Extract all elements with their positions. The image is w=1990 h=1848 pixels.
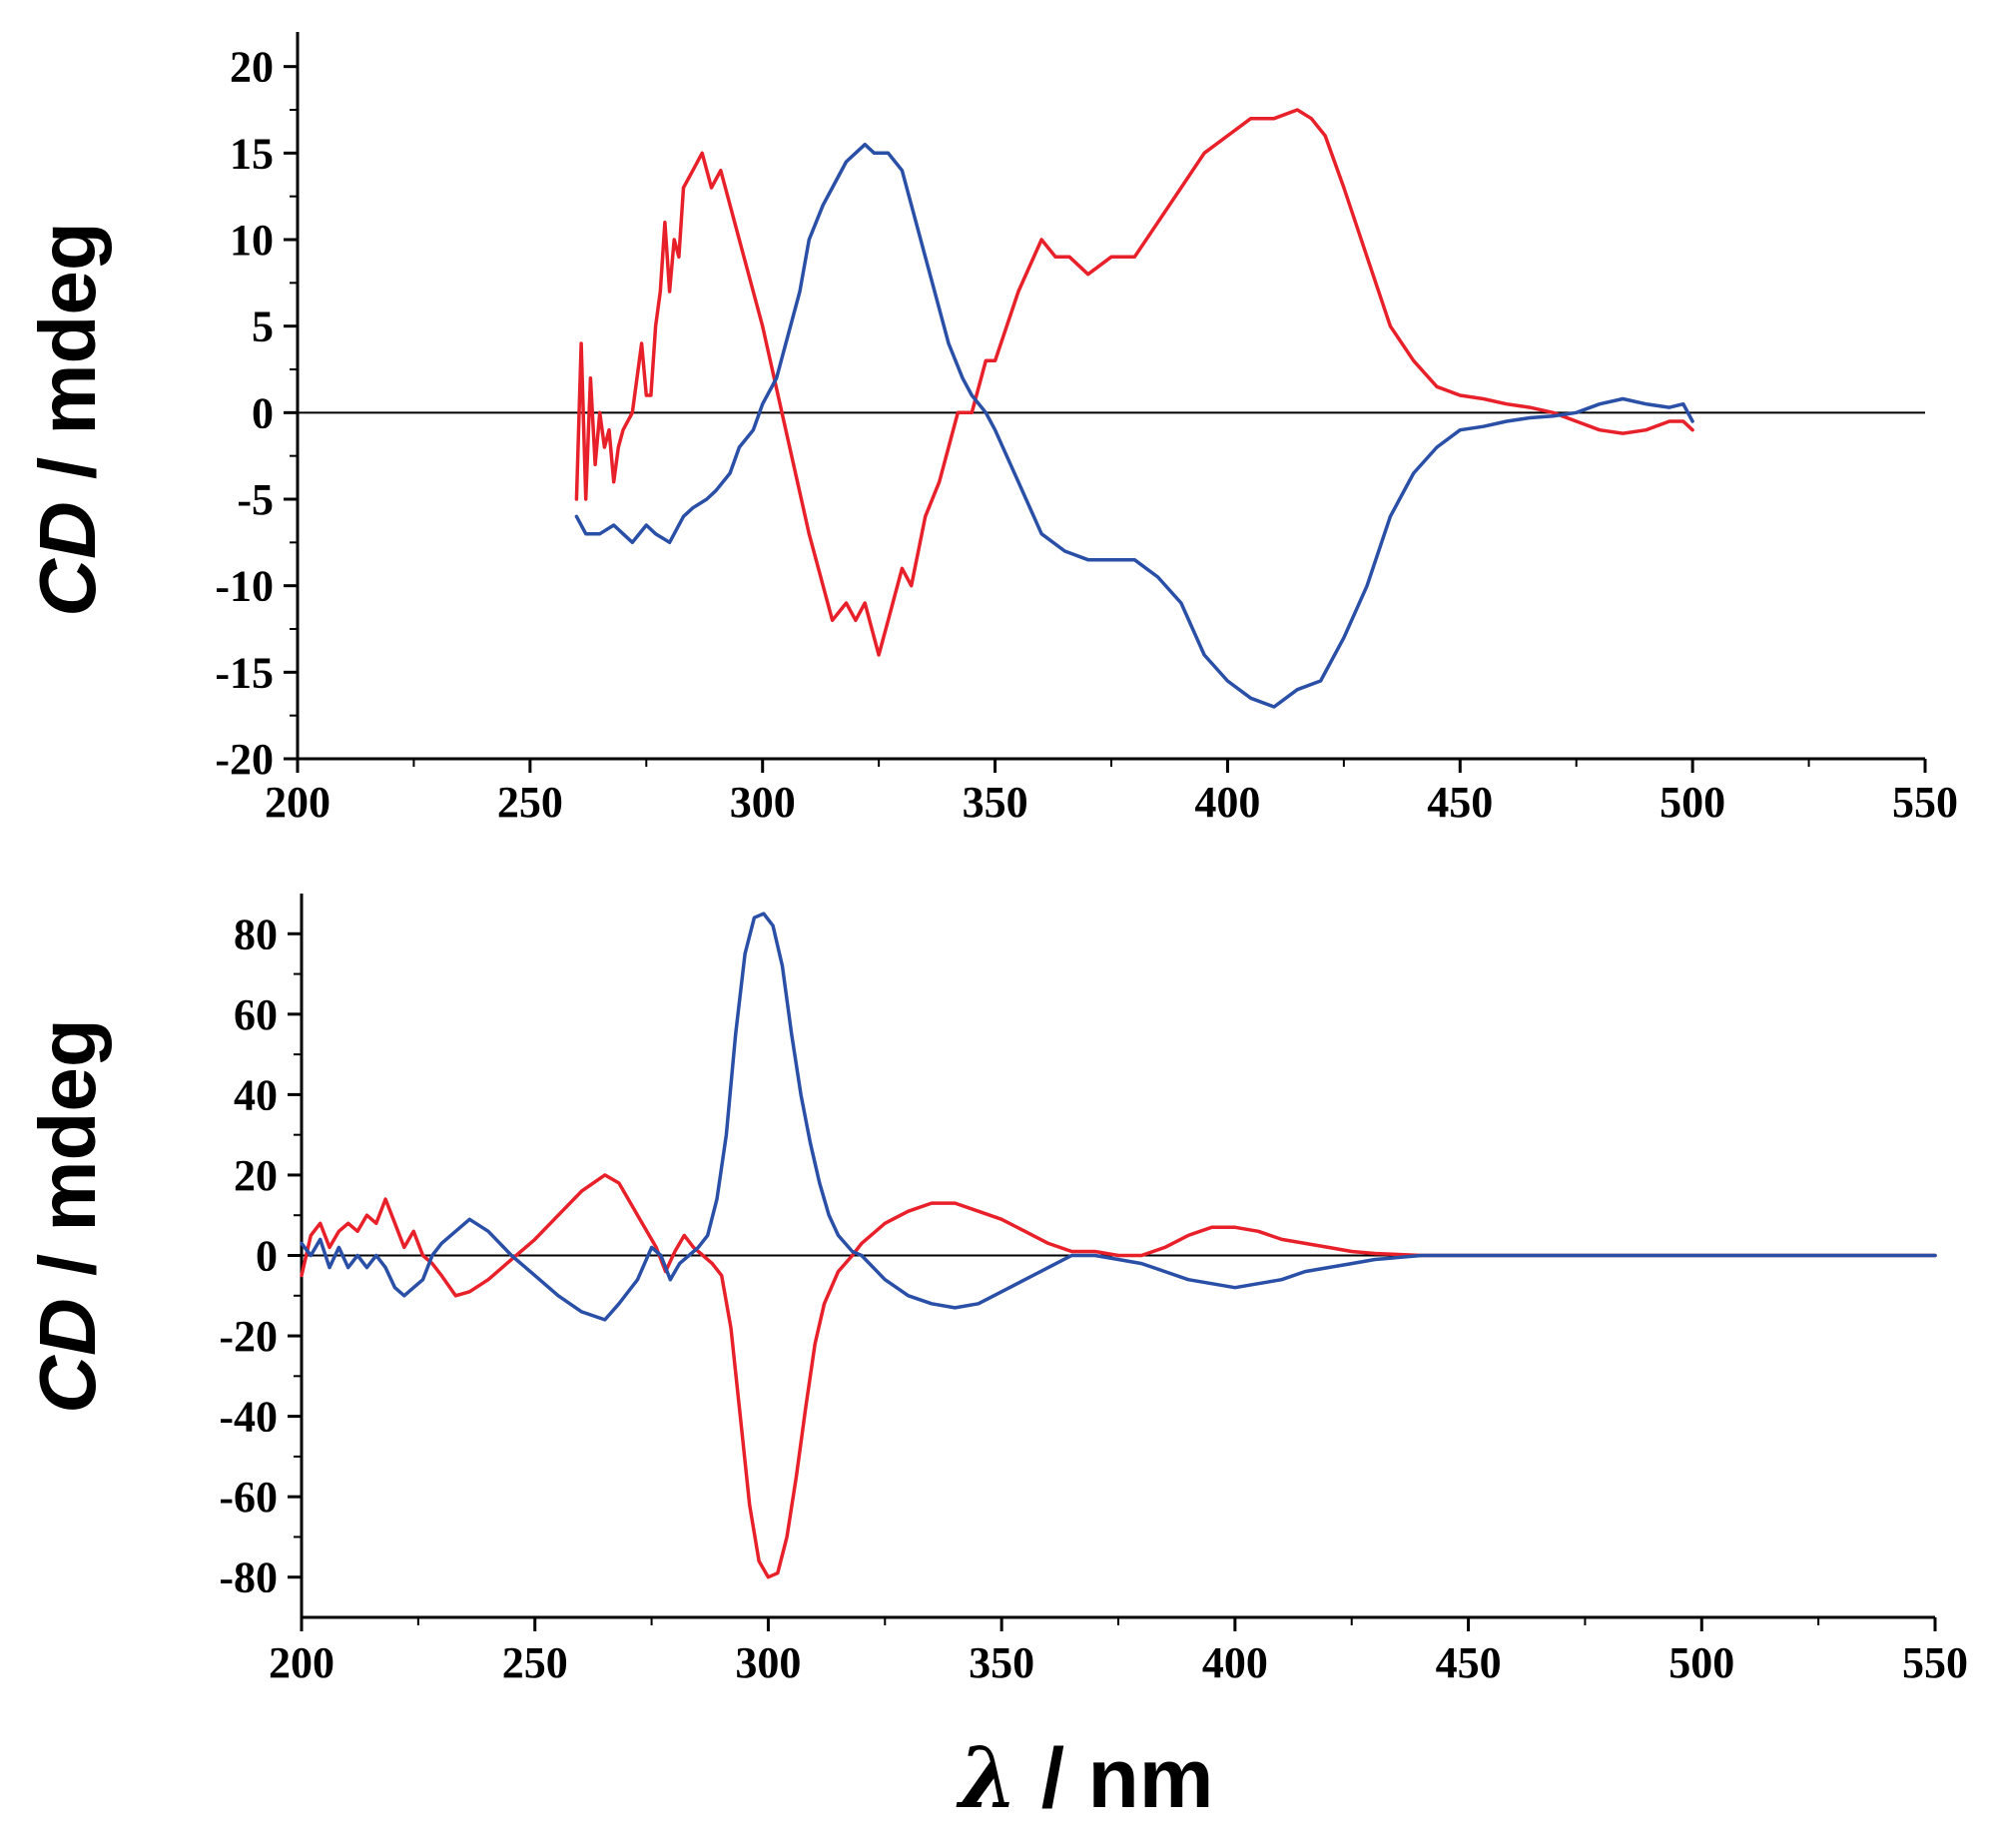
bottom-y-tick-label: -80 bbox=[219, 1553, 278, 1602]
top-x-tick-label: 550 bbox=[1892, 778, 1958, 827]
bottom-y-tick-label: 20 bbox=[234, 1151, 278, 1200]
bottom-series-red bbox=[300, 1173, 1937, 1579]
bottom-y-tick-label: -60 bbox=[219, 1473, 278, 1522]
top-y-tick-label: -15 bbox=[215, 648, 274, 697]
x-axis-label: λ / nm bbox=[957, 1728, 1214, 1827]
top-y-tick-label: 0 bbox=[252, 388, 274, 437]
top-x-tick-label: 300 bbox=[730, 778, 796, 827]
top-y-axis-label-unit: / mdeg bbox=[23, 222, 112, 501]
bottom-y-axis-label-unit: / mdeg bbox=[23, 1018, 112, 1298]
bottom-y-axis-label: CD / mdeg bbox=[23, 1018, 112, 1414]
bottom-y-tick-label: -40 bbox=[219, 1393, 278, 1442]
bottom-x-tick-label: 450 bbox=[1436, 1638, 1502, 1687]
bottom-y-tick-label: 60 bbox=[234, 990, 278, 1039]
top-series-blue bbox=[574, 142, 1694, 709]
top-y-axis-label-symbol: CD bbox=[23, 501, 112, 617]
bottom-y-tick-label: 0 bbox=[256, 1232, 278, 1281]
top-x-tick-label: 200 bbox=[265, 778, 331, 827]
bottom-x-tick-label: 200 bbox=[269, 1638, 334, 1687]
bottom-series-blue bbox=[300, 912, 1937, 1322]
bottom-x-tick-label: 500 bbox=[1668, 1638, 1734, 1687]
bottom-cd-panel: -80 -60 -40 -20 0 20 40 60 80 200 250 300 350 400 450 5… bbox=[219, 894, 1968, 1687]
bottom-y-tick-label: 80 bbox=[234, 910, 278, 958]
bottom-x-tick-label: 300 bbox=[735, 1638, 801, 1687]
top-x-tick-label: 350 bbox=[963, 778, 1028, 827]
top-y-tick-label: 5 bbox=[252, 303, 274, 351]
bottom-y-tick-label: 40 bbox=[234, 1070, 278, 1119]
top-x-tick-label: 400 bbox=[1194, 778, 1260, 827]
bottom-x-tick-label: 400 bbox=[1202, 1638, 1268, 1687]
top-y-axis-label: CD / mdeg bbox=[23, 222, 112, 617]
top-series-red bbox=[574, 108, 1694, 657]
bottom-y-axis-label-symbol: CD bbox=[23, 1298, 112, 1414]
bottom-x-tick-label: 350 bbox=[969, 1638, 1034, 1687]
top-y-tick-label: 20 bbox=[230, 43, 274, 92]
top-x-tick-label: 250 bbox=[497, 778, 563, 827]
bottom-y-tick-label: -20 bbox=[219, 1312, 278, 1361]
top-x-tick-label: 450 bbox=[1427, 778, 1493, 827]
x-axis-label-symbol: λ bbox=[957, 1728, 1018, 1827]
bottom-x-tick-label: 250 bbox=[502, 1638, 568, 1687]
top-y-tick-label: -5 bbox=[237, 475, 274, 524]
bottom-x-tick-label: 550 bbox=[1902, 1638, 1968, 1687]
top-y-tick-label: 10 bbox=[230, 216, 274, 265]
top-y-tick-label: -10 bbox=[215, 562, 274, 611]
top-cd-panel: -20 -15 -10 -5 0 5 10 15 20 200 250 300 350 400 450 500… bbox=[215, 32, 1958, 827]
top-y-tick-label: 15 bbox=[230, 129, 274, 178]
top-y-tick-label: -20 bbox=[215, 735, 274, 784]
x-axis-label-unit: / nm bbox=[1017, 1731, 1213, 1825]
top-x-tick-label: 500 bbox=[1659, 778, 1725, 827]
